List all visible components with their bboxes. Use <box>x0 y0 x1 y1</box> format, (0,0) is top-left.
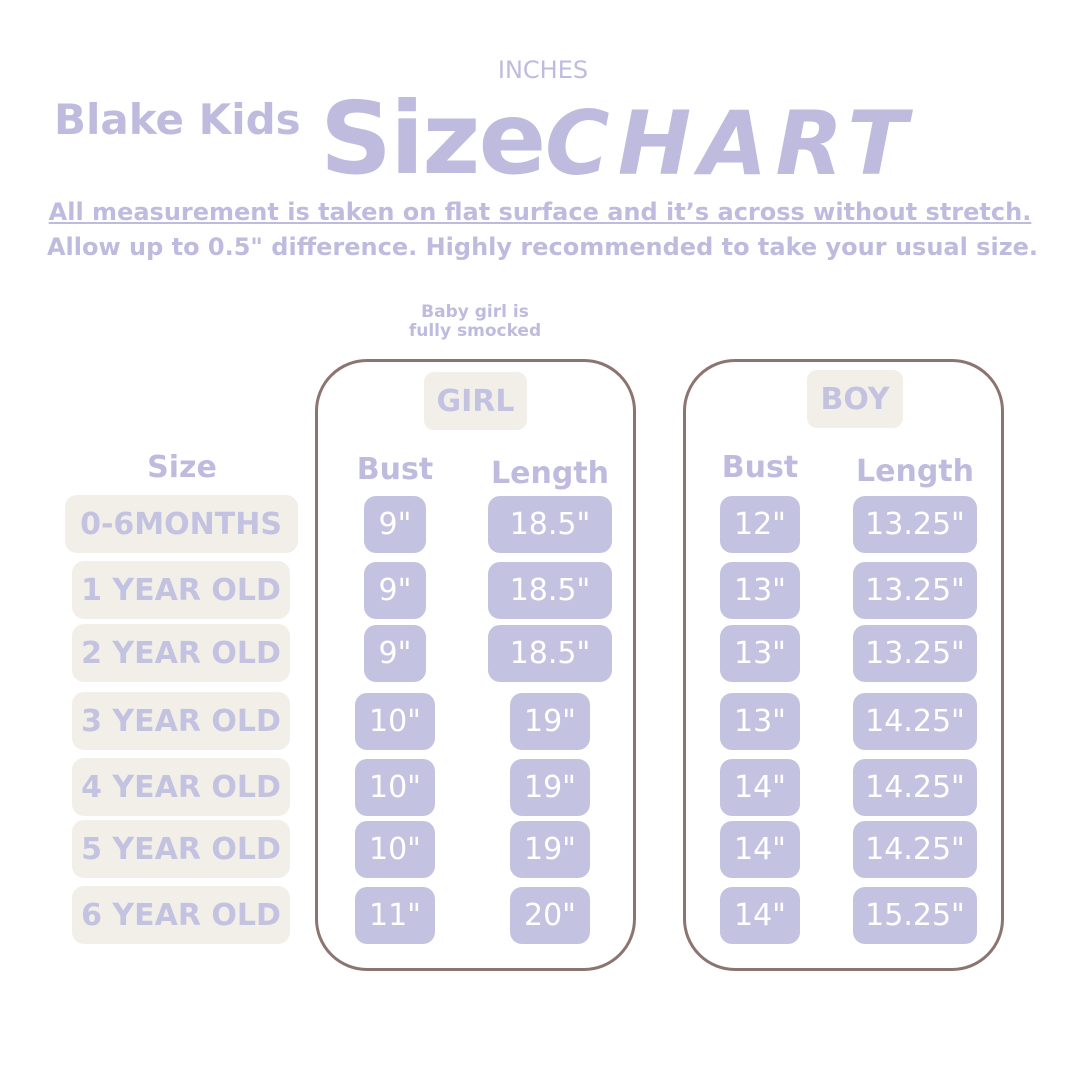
length-value: 13.25" <box>853 496 977 553</box>
length-value: 20" <box>510 887 590 944</box>
column-header: Bust <box>721 450 799 485</box>
title-size: Size <box>320 80 546 197</box>
length-value: 15.25" <box>853 887 977 944</box>
size-header: Size <box>147 450 217 485</box>
length-value: 19" <box>510 821 590 878</box>
boy-label: BOY <box>807 370 903 428</box>
length-value: 18.5" <box>488 625 612 682</box>
size-cell: 3 YEAR OLD <box>72 692 290 750</box>
length-value: 14.25" <box>853 693 977 750</box>
length-value: 18.5" <box>488 496 612 553</box>
boy-panel <box>683 359 1004 971</box>
size-cell: 6 YEAR OLD <box>72 886 290 944</box>
bust-value: 9" <box>364 496 426 553</box>
bust-value: 13" <box>720 693 800 750</box>
size-cell: 2 YEAR OLD <box>72 624 290 682</box>
bust-value: 13" <box>720 625 800 682</box>
size-cell: 5 YEAR OLD <box>72 820 290 878</box>
length-value: 19" <box>510 759 590 816</box>
length-value: 13.25" <box>853 562 977 619</box>
bust-value: 13" <box>720 562 800 619</box>
title-chart: CHART <box>545 92 916 195</box>
length-value: 19" <box>510 693 590 750</box>
unit: INCHES <box>497 56 589 84</box>
girl-note: Baby girl is fully smocked <box>408 302 542 341</box>
size-cell: 1 YEAR OLD <box>72 561 290 619</box>
bust-value: 10" <box>355 759 435 816</box>
brand: Blake Kids <box>54 95 301 144</box>
note-line: Allow up to 0.5" difference. Highly reco… <box>46 233 1039 261</box>
length-value: 14.25" <box>853 821 977 878</box>
note-line: All measurement is taken on flat surface… <box>48 198 1032 226</box>
length-value: 14.25" <box>853 759 977 816</box>
girl-label: GIRL <box>424 372 527 430</box>
length-value: 13.25" <box>853 625 977 682</box>
girl-panel <box>315 359 636 971</box>
bust-value: 14" <box>720 887 800 944</box>
bust-value: 9" <box>364 562 426 619</box>
column-header: Length <box>856 454 974 489</box>
column-header: Length <box>491 456 609 491</box>
bust-value: 12" <box>720 496 800 553</box>
size-cell: 4 YEAR OLD <box>72 758 290 816</box>
bust-value: 14" <box>720 759 800 816</box>
length-value: 18.5" <box>488 562 612 619</box>
bust-value: 14" <box>720 821 800 878</box>
bust-value: 9" <box>364 625 426 682</box>
bust-value: 10" <box>355 821 435 878</box>
bust-value: 10" <box>355 693 435 750</box>
column-header: Bust <box>356 452 434 487</box>
bust-value: 11" <box>355 887 435 944</box>
size-cell: 0-6MONTHS <box>64 495 298 553</box>
